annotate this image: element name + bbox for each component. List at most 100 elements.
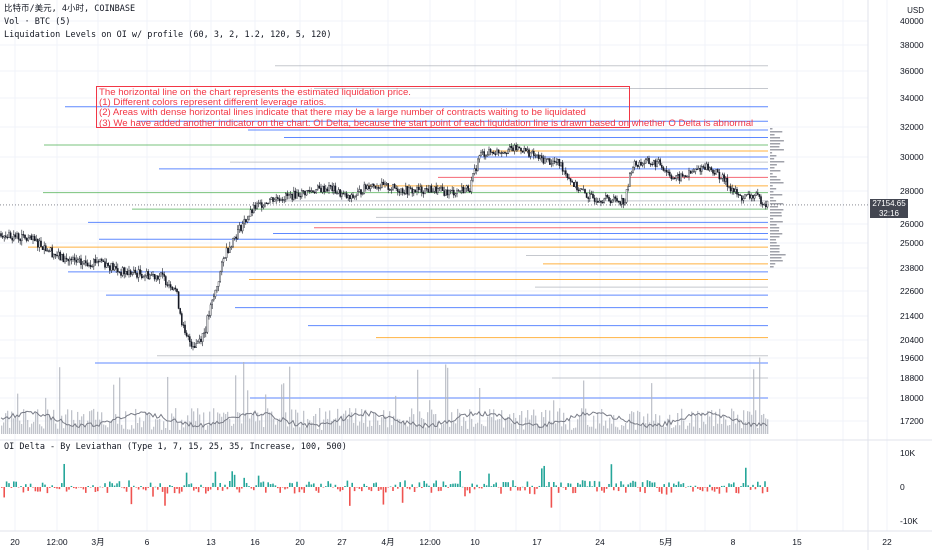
candle-body [587, 197, 589, 199]
candle-body [688, 170, 690, 177]
candle-body [118, 271, 121, 273]
oi-delta-bar [495, 482, 497, 487]
symbol-legend[interactable]: 比特币/美元, 4小时, COINBASE [4, 4, 136, 14]
volume-bar [365, 409, 367, 434]
profile-bar [770, 170, 781, 172]
oi-delta-bar [39, 487, 41, 492]
volume-bar [681, 408, 683, 434]
volume-bar [581, 408, 583, 434]
oi-delta-bar [385, 487, 387, 493]
candle-body [585, 192, 588, 198]
candle-body [280, 199, 282, 201]
candle-body [507, 149, 510, 154]
volume-bar [459, 412, 461, 434]
volume-bar [17, 393, 19, 434]
volume-bar [349, 408, 351, 434]
profile-bar [770, 215, 782, 217]
volume-bar [139, 417, 141, 434]
price-axis-label: 18000 [900, 393, 924, 403]
oi-delta-bar [716, 487, 718, 489]
volume-bar [375, 413, 377, 434]
candle-body [84, 260, 87, 264]
price-axis-label: 17200 [900, 416, 924, 426]
volume-bar [393, 415, 395, 434]
oi-delta-bar [329, 483, 332, 487]
oi-delta-bar [649, 481, 651, 487]
volume-bar [431, 409, 433, 434]
oi-delta-bar [382, 487, 385, 505]
oi-delta-bar [337, 487, 339, 490]
candle-body [219, 271, 222, 282]
candle-body [115, 266, 117, 269]
price-axis[interactable]: 17200 18000 18800 19600 20400 21400 22600 23800… [0, 16, 924, 426]
candle-body [72, 257, 74, 260]
oi-delta-bar [421, 487, 423, 489]
candle-body [27, 237, 30, 241]
oi-delta-bar [737, 487, 740, 494]
profile-bar [770, 158, 775, 160]
oi-delta-bar [433, 483, 435, 487]
candle-body [454, 193, 457, 196]
oi-delta-bar [629, 482, 632, 487]
candle-body [558, 158, 561, 166]
volume-bar [163, 421, 165, 434]
profile-bar [770, 149, 784, 151]
oi-delta-axis[interactable]: 10K 0 -10K [900, 448, 918, 526]
candle-body [244, 219, 247, 223]
oi-delta-bar [413, 487, 416, 492]
candle-body [673, 177, 676, 180]
volume-bar [609, 417, 611, 434]
profile-bar [770, 248, 780, 250]
candle-body [198, 338, 201, 343]
candle-body [40, 240, 42, 247]
price-candles [0, 142, 769, 351]
candle-body [595, 201, 597, 203]
price-axis-label: 36000 [900, 66, 924, 76]
candle-body [725, 178, 727, 182]
oi-delta-bar [610, 464, 613, 487]
candle-body [33, 236, 36, 241]
oi-delta-bar [406, 487, 409, 489]
volume-bar [231, 425, 233, 434]
annotation-box[interactable]: The horizontal line on the chart represe… [96, 86, 753, 128]
oi-delta-bar [416, 487, 418, 488]
oi-delta-bar [274, 485, 277, 487]
candle-body [67, 259, 69, 262]
volume-bar [527, 410, 529, 434]
oi-delta-bar [332, 487, 334, 488]
annotation-line: (2) Areas with dense horizontal lines in… [99, 107, 586, 119]
volume-bar [513, 412, 515, 434]
candle-body [646, 158, 649, 160]
volume-bar [35, 412, 37, 434]
oi-delta-bar [754, 487, 757, 490]
candle-body [24, 234, 26, 239]
volume-bar [411, 408, 413, 434]
time-axis[interactable]: 20 12:00 3月 6 13 16 20 27 4月 12:00 10 17 24 5月 8 15 22 [10, 537, 892, 547]
volume-bar [111, 420, 113, 434]
volume-bar [193, 411, 195, 434]
volume-bar [147, 413, 149, 434]
volume-bar [83, 414, 85, 434]
candle-body [350, 194, 353, 200]
volume-bar [199, 414, 201, 434]
volume-bar [727, 425, 729, 434]
volume-bar [249, 418, 251, 434]
volume-bar [11, 411, 13, 434]
oi-delta-bar [123, 487, 125, 489]
oi-delta-bar [658, 487, 661, 492]
volume-bar [47, 409, 49, 434]
volume-bar [335, 418, 337, 434]
candle-body [293, 190, 295, 200]
candle-body [416, 187, 418, 193]
volume-bar [353, 422, 355, 434]
oi-delta-bar [94, 487, 97, 492]
oi-delta-bar [101, 487, 104, 488]
oi-delta-legend[interactable]: OI Delta - By Leviathan (Type 1, 7, 15, … [4, 442, 347, 452]
candle-body [464, 187, 466, 194]
indicator-legend[interactable]: Liquidation Levels on OI w/ profile (60,… [4, 30, 332, 40]
volume-bar [135, 408, 137, 434]
oi-delta-bar [577, 482, 579, 487]
oi-delta-bar [661, 487, 663, 494]
volume-legend[interactable]: Vol · BTC (5) [4, 17, 71, 27]
